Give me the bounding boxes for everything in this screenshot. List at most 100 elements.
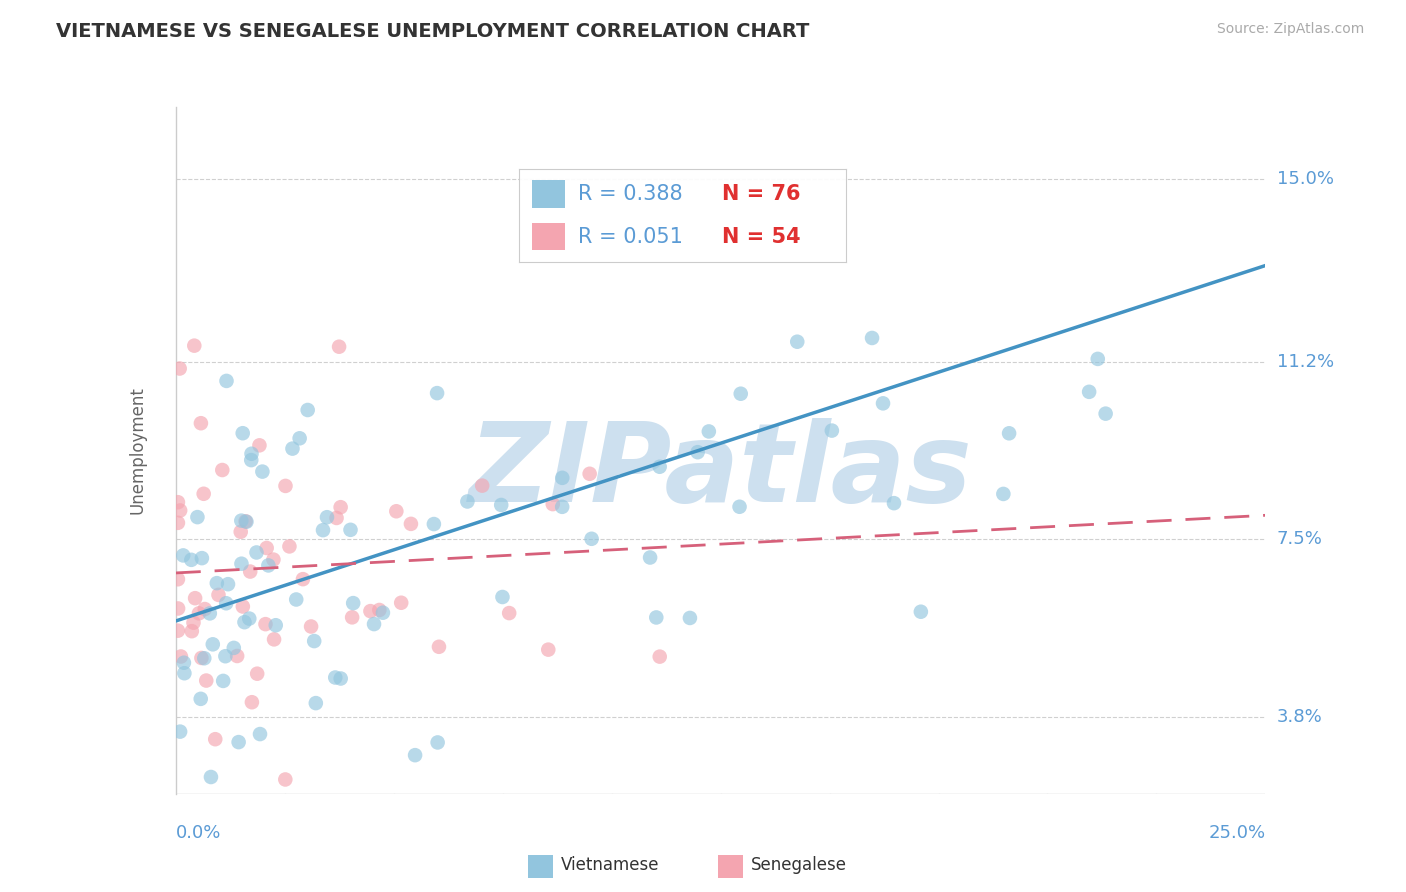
Point bbox=[229, 524, 252, 539]
Point bbox=[1078, 384, 1101, 399]
Point bbox=[498, 606, 520, 620]
Point bbox=[254, 617, 277, 632]
Point bbox=[342, 596, 364, 610]
Point bbox=[264, 618, 287, 632]
Point bbox=[215, 374, 238, 388]
Point bbox=[551, 500, 574, 514]
Point bbox=[325, 511, 347, 525]
Point bbox=[638, 550, 661, 565]
Point bbox=[226, 648, 249, 663]
Point bbox=[399, 516, 422, 531]
Point bbox=[246, 666, 269, 681]
Point bbox=[167, 516, 190, 530]
Point bbox=[551, 471, 574, 485]
Point bbox=[183, 339, 205, 353]
Point bbox=[170, 649, 193, 664]
Point bbox=[256, 541, 278, 555]
Point bbox=[821, 424, 844, 438]
Point bbox=[274, 479, 297, 493]
Point bbox=[1087, 351, 1109, 366]
Text: 15.0%: 15.0% bbox=[1277, 170, 1333, 188]
Point bbox=[456, 494, 478, 508]
Point bbox=[222, 640, 245, 655]
Point bbox=[471, 478, 494, 492]
Point bbox=[860, 331, 883, 345]
Text: R = 0.388: R = 0.388 bbox=[578, 184, 682, 204]
Point bbox=[423, 516, 446, 531]
Point bbox=[340, 610, 363, 624]
Point bbox=[998, 426, 1021, 441]
Point bbox=[426, 735, 449, 749]
Point bbox=[262, 552, 284, 566]
Point bbox=[245, 545, 267, 559]
Text: Source: ZipAtlas.com: Source: ZipAtlas.com bbox=[1216, 22, 1364, 37]
Point bbox=[169, 361, 191, 376]
Point bbox=[329, 500, 352, 515]
Point bbox=[191, 551, 214, 566]
Bar bbox=[717, 855, 744, 878]
Text: 0.0%: 0.0% bbox=[176, 824, 221, 842]
Point bbox=[193, 487, 215, 501]
Text: R = 0.051: R = 0.051 bbox=[578, 227, 683, 246]
Point bbox=[217, 577, 239, 591]
Point bbox=[232, 599, 254, 614]
Bar bbox=[531, 223, 565, 251]
Point bbox=[240, 447, 263, 461]
Point bbox=[228, 735, 250, 749]
Point bbox=[198, 607, 221, 621]
Point bbox=[648, 459, 671, 474]
Bar bbox=[531, 180, 565, 208]
Point bbox=[249, 727, 271, 741]
Point bbox=[240, 453, 263, 467]
Point bbox=[578, 467, 600, 481]
Point bbox=[278, 540, 301, 554]
Point bbox=[363, 617, 385, 632]
Point bbox=[235, 515, 257, 529]
Text: N = 76: N = 76 bbox=[721, 184, 800, 204]
Point bbox=[167, 624, 190, 638]
Point bbox=[371, 606, 394, 620]
Point bbox=[167, 495, 190, 509]
Point bbox=[281, 442, 304, 456]
Text: 7.5%: 7.5% bbox=[1277, 531, 1323, 549]
Point bbox=[339, 523, 361, 537]
Point bbox=[263, 632, 285, 647]
Point bbox=[489, 498, 512, 512]
Point bbox=[240, 695, 263, 709]
Point bbox=[231, 557, 253, 571]
Point bbox=[252, 465, 274, 479]
Point bbox=[645, 610, 668, 624]
Point bbox=[205, 576, 228, 591]
Point bbox=[491, 590, 513, 604]
Text: Unemployment: Unemployment bbox=[128, 386, 146, 515]
Point bbox=[231, 514, 253, 528]
Point bbox=[427, 640, 450, 654]
Point bbox=[274, 772, 297, 787]
Point bbox=[169, 724, 191, 739]
Point bbox=[195, 673, 218, 688]
Point bbox=[297, 403, 319, 417]
Point bbox=[291, 572, 314, 586]
Text: ZIPatlas: ZIPatlas bbox=[468, 417, 973, 524]
Point bbox=[190, 651, 212, 665]
Point bbox=[312, 523, 335, 537]
Text: Vietnamese: Vietnamese bbox=[561, 856, 659, 874]
Point bbox=[207, 588, 229, 602]
Point bbox=[204, 732, 226, 747]
Point bbox=[993, 487, 1015, 501]
Point bbox=[359, 604, 381, 618]
Point bbox=[201, 637, 224, 651]
Point bbox=[193, 651, 215, 665]
Point bbox=[183, 615, 205, 630]
Point bbox=[257, 558, 280, 573]
Point bbox=[426, 386, 449, 401]
Point bbox=[239, 565, 262, 579]
Text: Senegalese: Senegalese bbox=[751, 856, 846, 874]
Text: VIETNAMESE VS SENEGALESE UNEMPLOYMENT CORRELATION CHART: VIETNAMESE VS SENEGALESE UNEMPLOYMENT CO… bbox=[56, 22, 810, 41]
Point bbox=[730, 386, 752, 401]
Point bbox=[180, 553, 202, 567]
Point bbox=[249, 438, 271, 452]
Point bbox=[541, 497, 564, 511]
Point bbox=[215, 596, 238, 610]
Point bbox=[648, 649, 671, 664]
